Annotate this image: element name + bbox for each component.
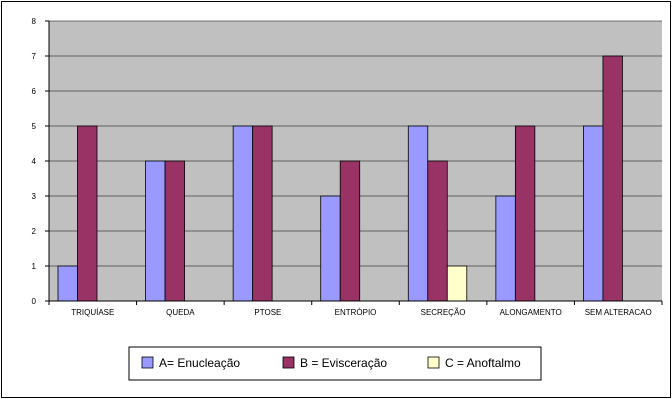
bar: [407, 125, 429, 302]
bar: [145, 160, 166, 302]
bar: [232, 125, 254, 302]
y-tick-label: 2: [32, 227, 37, 236]
bar: [57, 265, 78, 302]
legend-swatch: [141, 356, 154, 369]
legend: A= Enucleação B = Evisceração C = Anoftalm…: [128, 346, 542, 381]
x-axis-categories: TRIQUÍASE QUEDA PTOSE ENTRÓPIO SECREÇÃO ALONG…: [48, 301, 663, 317]
x-category-label: ALONGAMENTO: [500, 308, 562, 317]
bar: [495, 195, 516, 302]
x-category-label: QUEDA: [166, 308, 195, 317]
y-tick-label: 8: [32, 17, 37, 26]
y-tick-label: 6: [32, 87, 37, 96]
y-tick-label: 5: [32, 122, 37, 131]
bar: [583, 125, 604, 302]
y-tick-label: 0: [32, 297, 37, 306]
x-category-label: ENTRÓPIO: [335, 308, 377, 317]
legend-label: B = Evisceração: [300, 356, 387, 370]
y-axis-ticks: 0 1 2 3 4 5 6 7 8: [32, 17, 49, 306]
legend-swatch: [427, 356, 440, 369]
y-tick-label: 3: [32, 192, 37, 201]
legend-swatch: [282, 356, 295, 369]
bar: [514, 125, 536, 302]
legend-label: C = Anoftalmo: [445, 356, 521, 370]
legend-box: [128, 346, 542, 381]
y-tick-label: 1: [32, 262, 37, 271]
x-category-label: TRIQUÍASE: [71, 308, 114, 317]
y-tick-label: 4: [32, 157, 37, 166]
y-tick-label: 7: [32, 52, 37, 61]
bar: [77, 125, 98, 302]
bar: [446, 265, 468, 302]
bar: [427, 160, 448, 302]
x-category-label: PTOSE: [254, 308, 281, 317]
bar: [320, 195, 341, 302]
x-category-label: SEM ALTERACAO: [585, 308, 652, 317]
bar: [602, 55, 623, 302]
bar: [339, 160, 361, 302]
legend-label: A= Enucleação: [159, 356, 240, 370]
bar: [252, 125, 273, 302]
bar: [164, 160, 185, 302]
x-category-label: SECREÇÃO: [421, 308, 466, 317]
